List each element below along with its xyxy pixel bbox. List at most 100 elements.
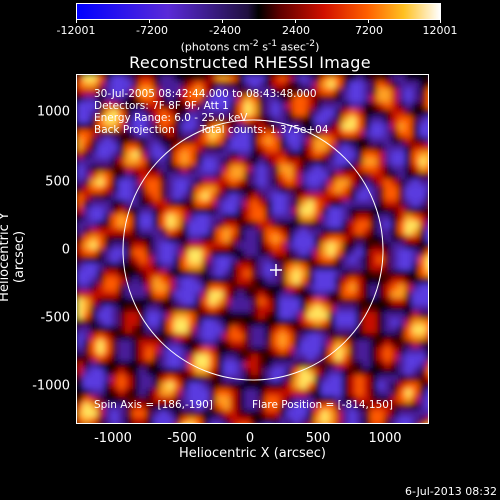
- image-pixel: [244, 326, 253, 335]
- image-pixel: [146, 144, 155, 153]
- image-pixel: [363, 298, 372, 307]
- image-pixel: [342, 305, 351, 314]
- image-pixel: [125, 256, 134, 265]
- image-pixel: [363, 235, 372, 244]
- image-pixel: [202, 319, 211, 328]
- image-pixel: [104, 410, 113, 419]
- image-pixel: [174, 319, 183, 328]
- image-pixel: [153, 137, 162, 146]
- image-pixel: [314, 144, 323, 153]
- image-pixel: [230, 116, 239, 125]
- image-pixel: [377, 95, 386, 104]
- image-pixel: [426, 340, 428, 349]
- image-pixel: [335, 249, 344, 258]
- image-pixel: [188, 242, 197, 251]
- image-pixel: [153, 403, 162, 412]
- image-pixel: [314, 95, 323, 104]
- image-pixel: [146, 291, 155, 300]
- image-pixel: [251, 291, 260, 300]
- image-pixel: [160, 396, 169, 405]
- image-pixel: [412, 165, 421, 174]
- image-pixel: [223, 305, 232, 314]
- image-pixel: [146, 207, 155, 216]
- image-pixel: [111, 389, 120, 398]
- image-pixel: [398, 417, 407, 423]
- image-pixel: [286, 75, 295, 83]
- image-pixel: [181, 375, 190, 384]
- image-pixel: [391, 179, 400, 188]
- image-pixel: [405, 291, 414, 300]
- image-pixel: [258, 242, 267, 251]
- image-pixel: [342, 200, 351, 209]
- image-pixel: [321, 214, 330, 223]
- image-pixel: [181, 95, 190, 104]
- image-pixel: [426, 319, 428, 328]
- image-pixel: [77, 312, 85, 321]
- image-pixel: [251, 347, 260, 356]
- image-pixel: [209, 340, 218, 349]
- image-pixel: [174, 151, 183, 160]
- image-pixel: [279, 179, 288, 188]
- image-pixel: [118, 221, 127, 230]
- image-pixel: [174, 95, 183, 104]
- image-pixel: [181, 214, 190, 223]
- image-pixel: [307, 88, 316, 97]
- image-pixel: [363, 165, 372, 174]
- image-pixel: [335, 354, 344, 363]
- image-pixel: [111, 179, 120, 188]
- image-pixel: [188, 109, 197, 118]
- image-pixel: [167, 284, 176, 293]
- image-pixel: [202, 172, 211, 181]
- image-pixel: [230, 172, 239, 181]
- image-pixel: [237, 361, 246, 370]
- image-pixel: [77, 228, 85, 237]
- image-pixel: [77, 81, 85, 90]
- image-pixel: [405, 200, 414, 209]
- image-pixel: [90, 81, 99, 90]
- image-pixel: [300, 354, 309, 363]
- image-pixel: [286, 151, 295, 160]
- image-pixel: [181, 354, 190, 363]
- image-pixel: [146, 256, 155, 265]
- image-pixel: [314, 256, 323, 265]
- image-pixel: [356, 340, 365, 349]
- image-pixel: [104, 221, 113, 230]
- image-pixel: [118, 95, 127, 104]
- image-pixel: [237, 179, 246, 188]
- image-pixel: [230, 228, 239, 237]
- image-pixel: [356, 242, 365, 251]
- image-pixel: [307, 179, 316, 188]
- image-pixel: [258, 263, 267, 272]
- image-pixel: [90, 165, 99, 174]
- image-pixel: [398, 214, 407, 223]
- image-pixel: [398, 361, 407, 370]
- image-pixel: [139, 256, 148, 265]
- image-pixel: [349, 389, 358, 398]
- image-pixel: [111, 368, 120, 377]
- image-pixel: [125, 298, 134, 307]
- image-pixel: [405, 361, 414, 370]
- image-pixel: [244, 291, 253, 300]
- image-pixel: [363, 312, 372, 321]
- image-pixel: [370, 270, 379, 279]
- image-pixel: [426, 123, 428, 132]
- image-pixel: [405, 333, 414, 342]
- image-pixel: [77, 95, 85, 104]
- image-pixel: [321, 326, 330, 335]
- image-pixel: [328, 144, 337, 153]
- image-pixel: [230, 123, 239, 132]
- image-pixel: [265, 130, 274, 139]
- image-pixel: [230, 221, 239, 230]
- image-pixel: [412, 186, 421, 195]
- image-pixel: [153, 81, 162, 90]
- image-pixel: [146, 298, 155, 307]
- image-pixel: [328, 95, 337, 104]
- image-pixel: [153, 396, 162, 405]
- image-pixel: [181, 291, 190, 300]
- image-pixel: [181, 109, 190, 118]
- image-pixel: [321, 116, 330, 125]
- image-pixel: [335, 305, 344, 314]
- image-pixel: [377, 298, 386, 307]
- image-pixel: [97, 403, 106, 412]
- image-pixel: [405, 123, 414, 132]
